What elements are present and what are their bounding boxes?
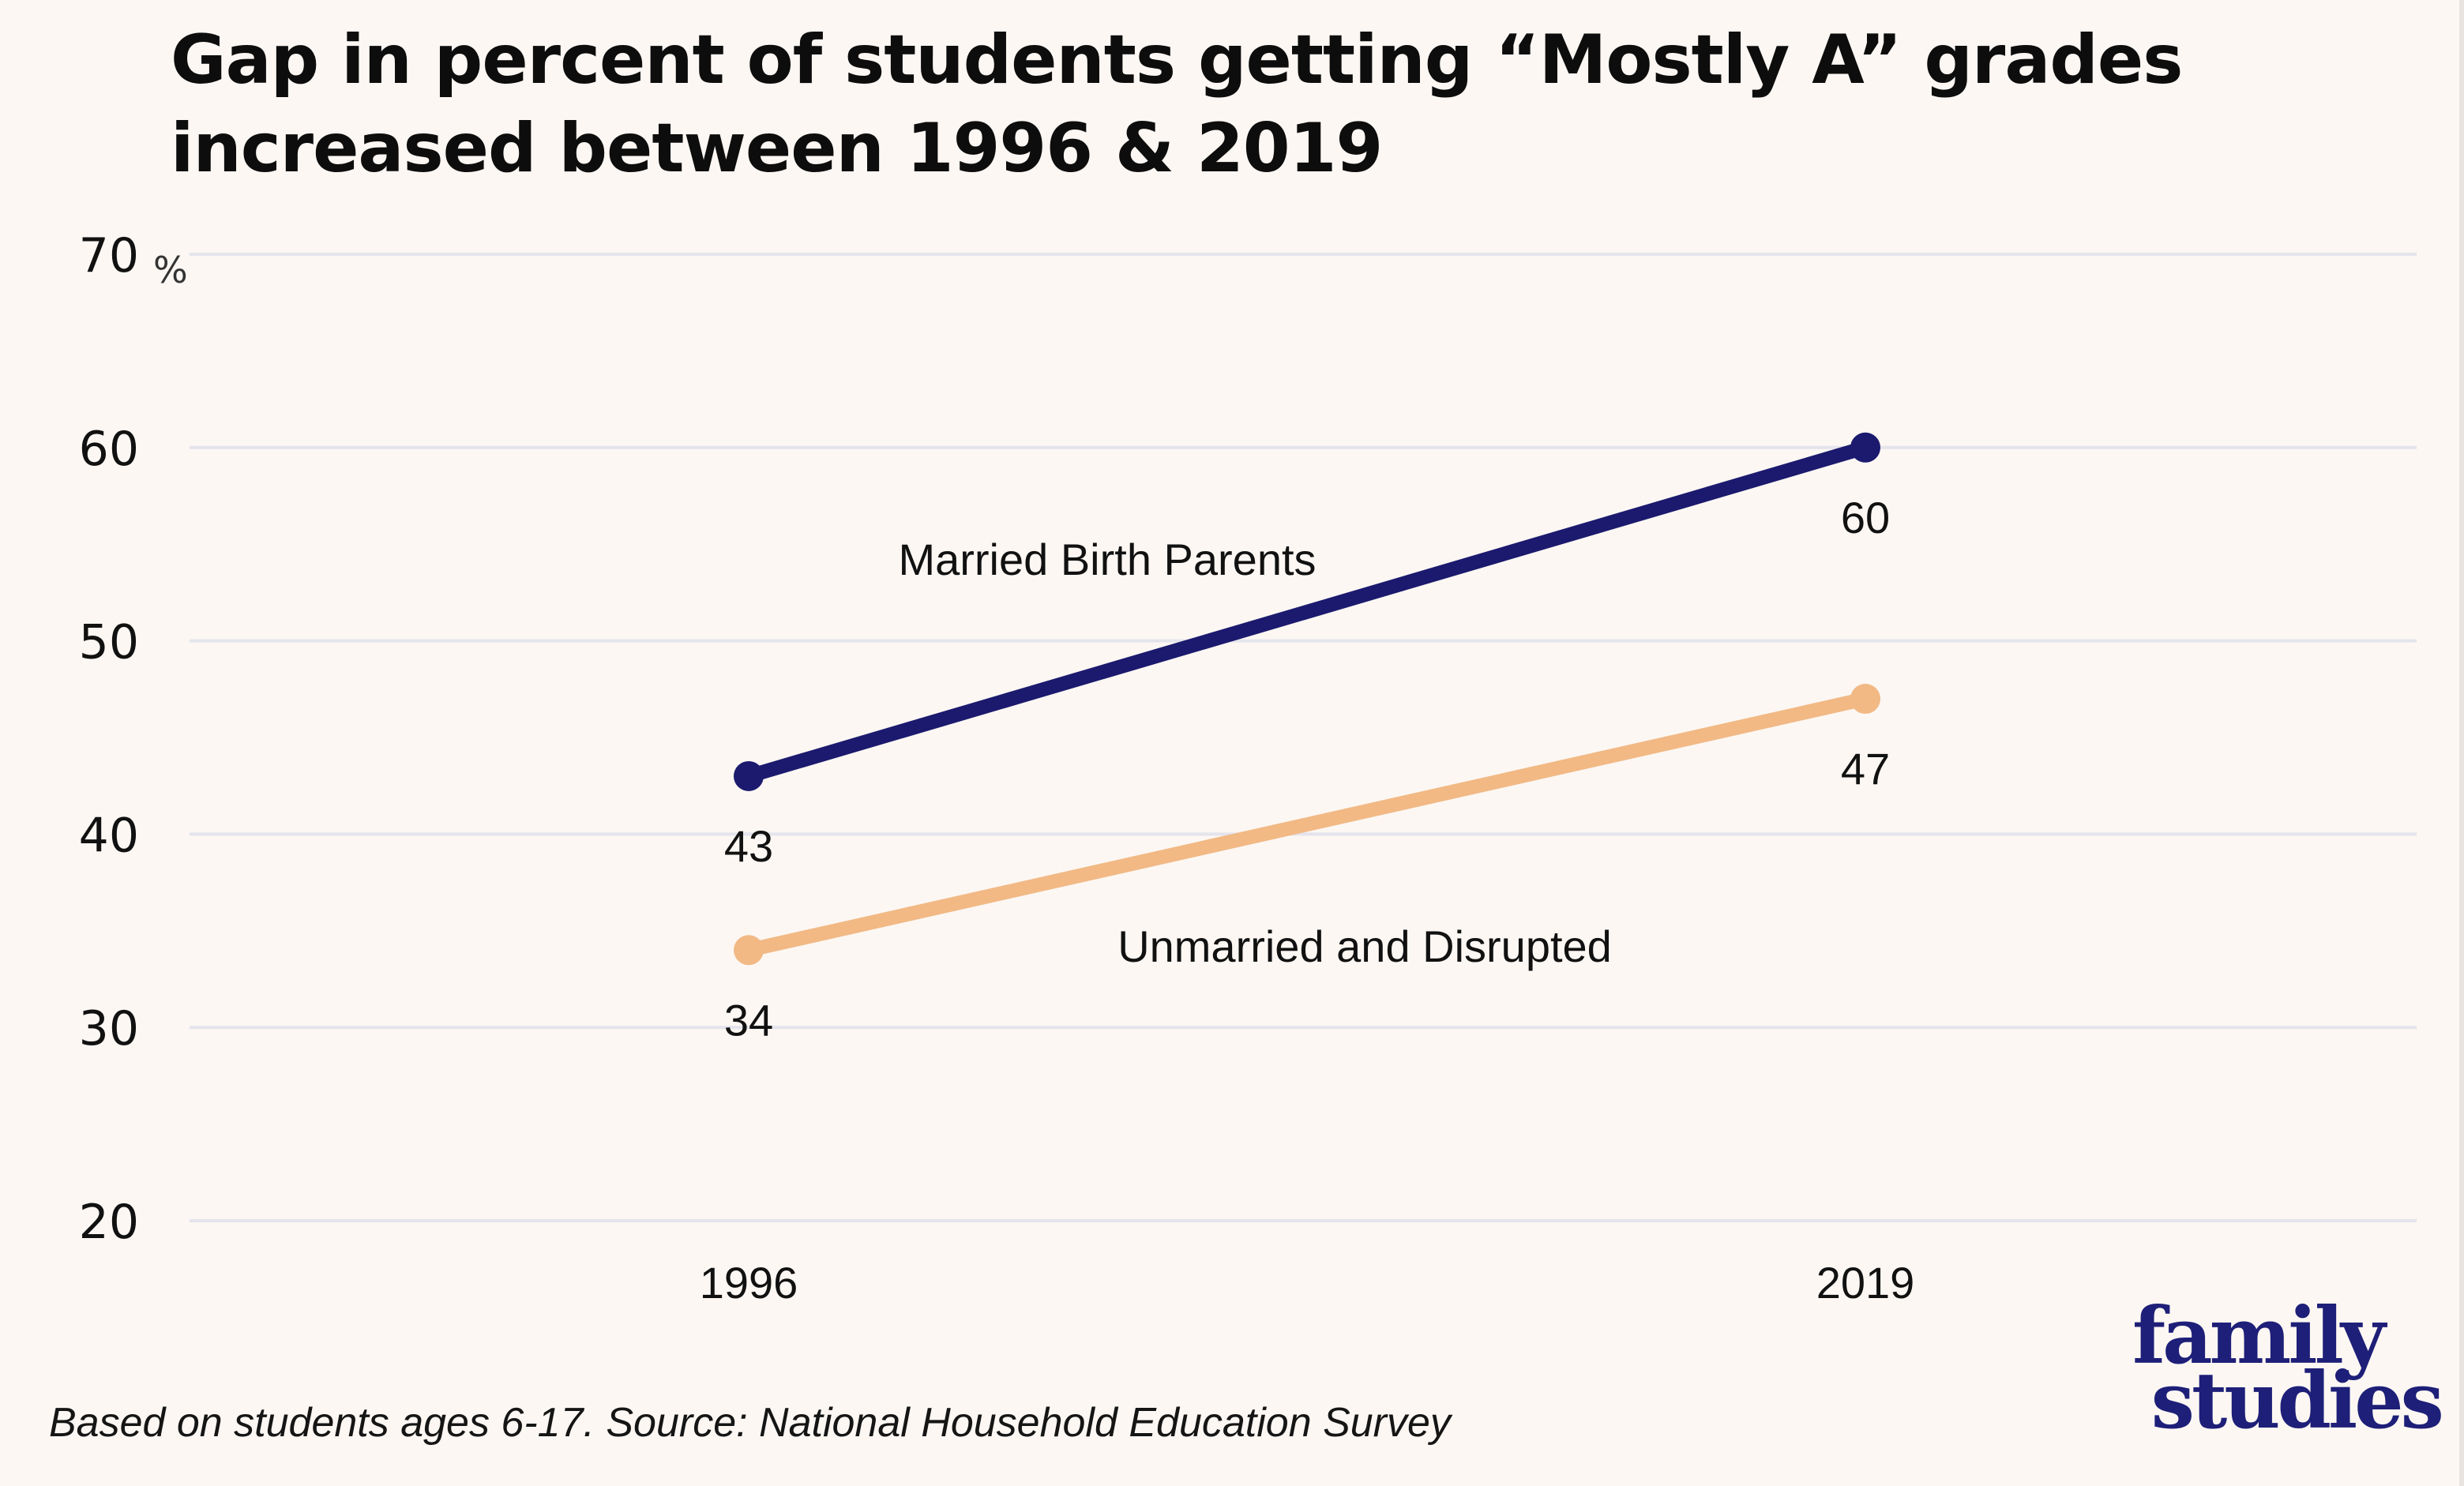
y-unit-label: % bbox=[153, 249, 188, 291]
series-label: Married Birth Parents bbox=[898, 535, 1316, 584]
data-label: 34 bbox=[724, 995, 773, 1045]
x-tick-label: 1996 bbox=[700, 1258, 798, 1308]
x-tick-label: 2019 bbox=[1816, 1258, 1915, 1308]
footnote: Based on students ages 6-17. Source: Nat… bbox=[49, 1400, 1451, 1446]
chart-title: Gap in percent of students getting “Most… bbox=[171, 21, 2183, 188]
data-point bbox=[734, 760, 764, 791]
data-label: 60 bbox=[1841, 493, 1890, 542]
y-tick-label: 50 bbox=[79, 615, 139, 670]
data-label: 43 bbox=[724, 821, 773, 871]
frame-edge bbox=[2459, 0, 2464, 1486]
logo-line-2: studies bbox=[2150, 1356, 2444, 1447]
logo-line-1: family bbox=[2132, 1291, 2386, 1382]
y-tick-label: 70 bbox=[79, 228, 139, 283]
y-tick-label: 20 bbox=[79, 1195, 139, 1250]
data-point bbox=[1850, 432, 1880, 463]
data-point bbox=[1850, 684, 1880, 715]
series-line bbox=[742, 692, 1872, 958]
series-label: Unmarried and Disrupted bbox=[1117, 921, 1612, 971]
y-tick-label: 30 bbox=[79, 1001, 139, 1056]
y-tick-label: 40 bbox=[79, 808, 139, 863]
y-axis-ticks: 20 30 40 50 60 70 bbox=[79, 228, 139, 1250]
gridlines bbox=[190, 253, 2417, 1222]
series-married-birth-parents: 43 60 Married Birth Parents bbox=[724, 432, 1890, 871]
x-axis-ticks: 1996 2019 bbox=[700, 1258, 1915, 1308]
series-group: 43 60 Married Birth Parents 34 47 Unmarried a… bbox=[724, 432, 1890, 1045]
data-point bbox=[734, 935, 764, 966]
series-unmarried-and-disrupted: 34 47 Unmarried and Disrupted bbox=[724, 684, 1890, 1045]
y-tick-label: 60 bbox=[79, 422, 139, 477]
family-studies-logo[interactable]: family studies bbox=[2132, 1291, 2444, 1447]
data-label: 47 bbox=[1841, 744, 1890, 794]
series-line bbox=[742, 440, 1872, 783]
